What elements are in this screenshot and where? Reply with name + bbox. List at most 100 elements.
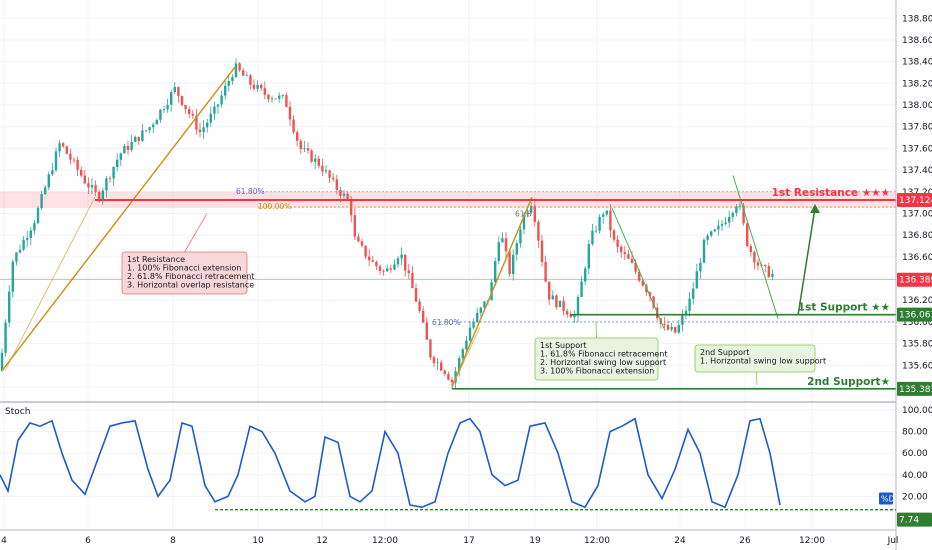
candle-body xyxy=(144,130,148,132)
candle-body xyxy=(378,266,382,271)
candle-body xyxy=(51,170,54,175)
callout-box xyxy=(694,344,816,373)
candle-body xyxy=(616,239,619,247)
candle-body xyxy=(116,159,119,168)
candle-body xyxy=(47,174,50,188)
candle-body xyxy=(353,215,356,237)
candle-body xyxy=(87,183,90,188)
tag-d: %D xyxy=(881,495,895,504)
candle-body xyxy=(213,106,216,114)
candle-body xyxy=(382,270,385,272)
price-tick-label: 136.800 xyxy=(902,231,932,241)
candle-body xyxy=(458,358,461,372)
candle-body xyxy=(584,268,587,282)
candle-body xyxy=(80,169,83,176)
price-tick-label: 137.800 xyxy=(902,123,932,133)
arrow-head xyxy=(810,204,820,214)
candle-body xyxy=(328,170,331,178)
callout-pointer xyxy=(595,321,597,339)
candle-body xyxy=(234,63,238,78)
candle-body xyxy=(472,321,475,328)
x-tick-label: 10 xyxy=(252,536,264,546)
price-tick-label: 135.600 xyxy=(902,361,932,371)
candle-body xyxy=(357,236,360,242)
candle-body xyxy=(713,229,716,232)
candle-body xyxy=(562,300,565,311)
candle-body xyxy=(202,127,205,133)
candle-body xyxy=(238,63,241,71)
candle-body xyxy=(580,281,583,297)
x-tick-label: 12:00 xyxy=(799,536,825,546)
candle-body xyxy=(108,178,112,180)
x-tick-label: 4 xyxy=(1,536,7,546)
stoch-tick-label: 60.00 xyxy=(902,449,928,459)
candle-body xyxy=(69,153,72,160)
candle-body xyxy=(155,119,158,125)
candle-body xyxy=(292,119,295,133)
tag-resistance-bg xyxy=(897,193,932,208)
candle-body xyxy=(245,75,248,77)
candle-body xyxy=(483,301,486,308)
price-tick-label: 137.200 xyxy=(902,188,932,198)
candle-body xyxy=(533,205,536,222)
candle-body xyxy=(62,143,65,147)
x-tick-label: 12 xyxy=(316,536,327,546)
stoch-tick-label: 100.00 xyxy=(902,406,932,416)
candle-body xyxy=(29,230,32,238)
candle-body xyxy=(634,262,637,272)
candle-body xyxy=(738,205,742,207)
x-tick-label: Jul xyxy=(887,536,899,546)
callout-text: 2. 61.8% Fibonacci retracement xyxy=(127,272,255,281)
fib-label-618-mid: 61.80% xyxy=(432,318,461,327)
tag-current-price: 136.389 xyxy=(899,276,932,286)
candle-body xyxy=(699,262,702,272)
candle-body xyxy=(512,254,515,275)
fib-trend-line-2b xyxy=(451,327,481,388)
candle-body xyxy=(648,292,652,297)
price-tick-label: 137.600 xyxy=(902,144,932,154)
candle-body xyxy=(681,315,684,325)
candle-body xyxy=(162,109,166,111)
price-tick-label: 138.000 xyxy=(902,101,932,111)
callout-text: 3. Horizontal overlap resistance xyxy=(127,281,254,290)
candle-body xyxy=(285,95,288,107)
x-tick-label: 12:00 xyxy=(584,536,610,546)
candle-body xyxy=(558,300,562,308)
candle-body xyxy=(400,254,403,259)
candle-body xyxy=(702,239,706,263)
candle-body xyxy=(242,70,245,76)
candle-body xyxy=(684,310,688,316)
candle-body xyxy=(436,362,439,364)
candle-body xyxy=(749,246,752,253)
tag-d-bg xyxy=(879,492,893,505)
candle-body xyxy=(188,109,191,114)
price-tags: 137.124 136.389 136.067 135.383 7.74 %D xyxy=(879,193,932,527)
candle-body xyxy=(260,84,263,89)
candle-body xyxy=(170,92,173,105)
candle-body xyxy=(112,167,115,179)
price-tick-label: 138.200 xyxy=(902,79,932,89)
candle-body xyxy=(375,261,378,267)
candle-body xyxy=(663,323,666,325)
candle-body xyxy=(652,296,655,308)
candle-body xyxy=(598,216,601,231)
candle-body xyxy=(432,357,436,364)
candle-body xyxy=(576,296,580,316)
candle-body xyxy=(519,229,522,244)
candle-body xyxy=(627,254,630,259)
candle-body xyxy=(566,310,569,315)
stoch-axis-ticks: 100.00 80.00 60.00 40.00 20.00 xyxy=(902,406,932,502)
candle-body xyxy=(342,193,346,196)
candle-body xyxy=(735,206,738,213)
candle-body xyxy=(263,88,266,95)
candle-body xyxy=(504,238,508,252)
candle-body xyxy=(645,285,648,293)
candle-body xyxy=(148,127,151,131)
fib-trend-line-2 xyxy=(451,196,533,388)
candle-body xyxy=(130,141,133,150)
candle-body xyxy=(126,145,130,150)
x-tick-label: 26 xyxy=(739,536,751,546)
candle-body xyxy=(40,194,43,209)
